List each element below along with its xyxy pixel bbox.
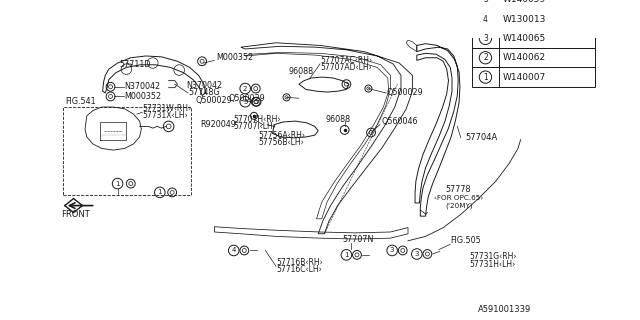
Bar <box>63 107 191 195</box>
Text: 57731W‹RH›: 57731W‹RH› <box>142 104 191 113</box>
Text: 57748G: 57748G <box>188 88 220 98</box>
Text: 2: 2 <box>243 85 248 92</box>
Text: W140007: W140007 <box>503 73 547 82</box>
Text: A591001339: A591001339 <box>478 305 531 314</box>
Text: Q500029: Q500029 <box>195 96 232 105</box>
Text: FIG.541: FIG.541 <box>65 97 95 106</box>
Text: Q560046: Q560046 <box>381 117 418 126</box>
Text: Q500029: Q500029 <box>228 94 266 103</box>
Text: 57707N: 57707N <box>342 235 373 244</box>
Text: 96088: 96088 <box>325 115 350 124</box>
Text: 57707AC‹RH›: 57707AC‹RH› <box>320 56 372 65</box>
Text: Q500029: Q500029 <box>387 88 424 98</box>
Text: N370042: N370042 <box>186 81 222 90</box>
Text: ‹FOR OPC.65›: ‹FOR OPC.65› <box>435 195 484 201</box>
Text: 3: 3 <box>483 34 488 43</box>
Text: 57716C‹LH›: 57716C‹LH› <box>276 265 322 274</box>
Bar <box>472 0 595 9</box>
Text: 57704A: 57704A <box>465 133 497 142</box>
Text: ('20MY): ('20MY) <box>445 202 472 209</box>
Text: W140062: W140062 <box>503 53 546 62</box>
Text: W140065: W140065 <box>503 34 547 43</box>
Text: 57707AD‹LH›: 57707AD‹LH› <box>320 63 372 72</box>
Text: M000352: M000352 <box>125 92 162 101</box>
Text: 57756B‹LH›: 57756B‹LH› <box>259 138 304 147</box>
Text: 57707I‹LH›: 57707I‹LH› <box>234 122 276 131</box>
Bar <box>472 48 595 68</box>
Text: N370042: N370042 <box>125 82 161 91</box>
Text: W140059: W140059 <box>503 0 547 4</box>
Text: 3: 3 <box>415 251 419 257</box>
Text: 3: 3 <box>390 247 394 253</box>
Text: 57731X‹LH›: 57731X‹LH› <box>142 111 188 120</box>
Text: R920049: R920049 <box>200 120 236 129</box>
Text: 1: 1 <box>483 73 488 82</box>
Text: M000352: M000352 <box>216 53 253 62</box>
Text: 96088: 96088 <box>288 67 314 76</box>
Text: 4: 4 <box>483 14 488 23</box>
Text: 57711D: 57711D <box>119 60 151 69</box>
Text: 1: 1 <box>344 252 349 258</box>
Text: 1: 1 <box>115 180 120 187</box>
Text: 57716B‹RH›: 57716B‹RH› <box>276 258 323 267</box>
Text: 57731H‹LH›: 57731H‹LH› <box>470 260 516 269</box>
Bar <box>472 29 595 48</box>
Text: W130013: W130013 <box>503 14 547 23</box>
Text: 57778: 57778 <box>445 185 470 194</box>
Text: 57731G‹RH›: 57731G‹RH› <box>470 252 517 261</box>
Text: 5: 5 <box>483 0 488 4</box>
Text: 1: 1 <box>157 189 162 196</box>
Bar <box>472 68 595 87</box>
Text: 57756A‹RH›: 57756A‹RH› <box>259 131 305 140</box>
Text: 4: 4 <box>232 247 236 253</box>
Text: FRONT: FRONT <box>61 210 90 219</box>
Text: 2: 2 <box>483 53 488 62</box>
Bar <box>472 9 595 29</box>
Text: FIG.505: FIG.505 <box>451 236 481 245</box>
Text: 57707H‹RH›: 57707H‹RH› <box>234 115 281 124</box>
Text: 5: 5 <box>243 99 248 105</box>
